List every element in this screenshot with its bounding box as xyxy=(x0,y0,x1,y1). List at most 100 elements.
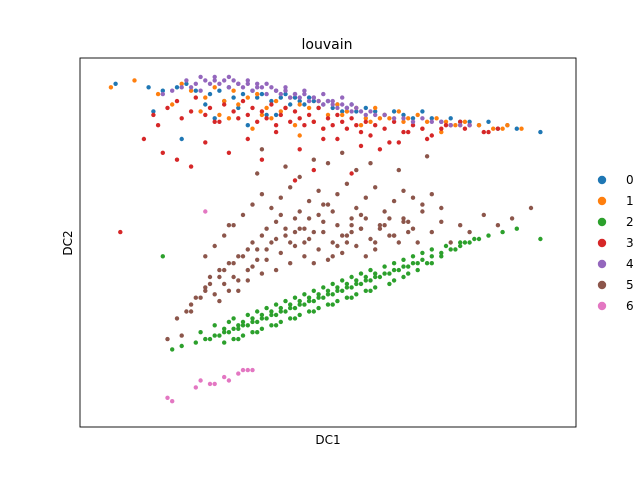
data-point-cluster-5 xyxy=(429,229,434,235)
data-point-cluster-3 xyxy=(358,143,364,149)
data-point-cluster-2 xyxy=(514,226,519,231)
data-point-cluster-0 xyxy=(146,85,151,90)
data-point-cluster-1 xyxy=(292,123,298,128)
data-point-cluster-5 xyxy=(231,274,236,280)
data-point-cluster-3 xyxy=(288,119,293,125)
data-point-cluster-2 xyxy=(278,305,283,311)
data-point-cluster-1 xyxy=(245,95,250,100)
data-point-cluster-2 xyxy=(387,271,392,276)
data-point-cluster-2 xyxy=(340,288,345,293)
data-point-cluster-2 xyxy=(363,274,368,280)
data-point-cluster-6 xyxy=(245,367,250,373)
data-point-cluster-3 xyxy=(141,136,147,142)
data-point-cluster-2 xyxy=(306,295,312,300)
data-point-cluster-2 xyxy=(410,254,416,259)
data-point-cluster-3 xyxy=(486,129,491,135)
data-point-cluster-4 xyxy=(439,119,444,125)
data-point-cluster-4 xyxy=(325,98,331,104)
data-point-cluster-1 xyxy=(203,95,208,100)
data-point-cluster-3 xyxy=(188,109,194,114)
data-point-cluster-2 xyxy=(316,295,321,300)
data-point-cluster-3 xyxy=(250,105,255,111)
data-point-cluster-1 xyxy=(155,91,161,97)
data-point-cluster-3 xyxy=(424,136,430,142)
data-point-cluster-0 xyxy=(113,81,118,87)
data-point-cluster-1 xyxy=(132,78,137,83)
data-point-cluster-4 xyxy=(188,85,194,90)
data-point-cluster-5 xyxy=(415,240,420,245)
legend-label-0: 0 xyxy=(626,173,634,187)
data-point-cluster-2 xyxy=(420,250,425,256)
data-point-cluster-3 xyxy=(160,150,165,155)
data-point-cluster-2 xyxy=(368,267,373,273)
data-point-cluster-3 xyxy=(368,133,373,138)
data-point-cluster-6 xyxy=(203,209,208,214)
data-point-cluster-5 xyxy=(179,333,184,338)
data-point-cluster-3 xyxy=(292,109,298,114)
data-point-cluster-5 xyxy=(302,226,307,231)
data-point-cluster-0 xyxy=(174,85,180,90)
data-point-cluster-0 xyxy=(354,109,359,114)
data-point-cluster-4 xyxy=(316,98,321,104)
data-point-cluster-2 xyxy=(283,309,288,314)
data-point-cluster-0 xyxy=(269,98,274,104)
data-point-cluster-2 xyxy=(325,288,331,293)
data-point-cluster-1 xyxy=(188,88,194,93)
data-point-cluster-2 xyxy=(292,316,298,321)
data-point-cluster-1 xyxy=(363,116,368,121)
data-point-cluster-4 xyxy=(429,119,434,125)
data-point-cluster-4 xyxy=(373,112,378,118)
data-point-cluster-2 xyxy=(391,278,397,283)
data-point-cluster-1 xyxy=(505,123,510,128)
data-point-cluster-5 xyxy=(406,229,411,235)
data-point-cluster-0 xyxy=(264,112,269,118)
data-point-cluster-2 xyxy=(344,295,350,300)
data-point-cluster-5 xyxy=(288,185,293,190)
data-point-cluster-2 xyxy=(273,302,279,307)
data-point-cluster-3 xyxy=(410,123,416,128)
data-point-cluster-2 xyxy=(212,333,217,338)
legend-label-1: 1 xyxy=(626,194,634,208)
data-point-cluster-5 xyxy=(349,216,354,221)
data-point-cluster-5 xyxy=(316,188,321,193)
data-point-cluster-3 xyxy=(297,116,302,121)
data-point-cluster-3 xyxy=(325,116,331,121)
data-point-cluster-3 xyxy=(330,123,335,128)
data-point-cluster-2 xyxy=(250,316,255,321)
data-point-cluster-2 xyxy=(222,330,227,335)
legend-label-4: 4 xyxy=(626,257,634,271)
data-point-cluster-2 xyxy=(335,285,340,290)
data-point-cluster-4 xyxy=(297,95,302,100)
data-point-cluster-1 xyxy=(491,126,496,131)
data-point-cluster-3 xyxy=(118,229,123,235)
data-point-cluster-2 xyxy=(373,271,378,276)
data-point-cluster-5 xyxy=(420,202,425,207)
data-point-cluster-0 xyxy=(448,116,453,121)
data-point-cluster-4 xyxy=(349,102,354,107)
data-point-cluster-4 xyxy=(391,116,397,121)
data-point-cluster-5 xyxy=(203,285,208,290)
data-point-cluster-5 xyxy=(306,236,312,242)
data-point-cluster-2 xyxy=(259,326,265,331)
legend-marker-2 xyxy=(597,217,607,227)
data-point-cluster-0 xyxy=(391,109,397,114)
data-point-cluster-3 xyxy=(245,136,250,142)
data-point-cluster-5 xyxy=(222,281,227,287)
data-point-cluster-2 xyxy=(240,319,246,325)
data-point-cluster-5 xyxy=(325,202,331,207)
data-point-cluster-0 xyxy=(429,116,434,121)
data-point-cluster-3 xyxy=(273,129,279,135)
data-point-cluster-0 xyxy=(330,105,335,111)
data-point-cluster-5 xyxy=(245,247,250,252)
data-point-cluster-0 xyxy=(283,91,288,97)
data-point-cluster-1 xyxy=(401,119,406,125)
data-point-cluster-3 xyxy=(259,157,265,162)
legend-label-2: 2 xyxy=(626,215,634,229)
data-point-cluster-2 xyxy=(236,326,241,331)
legend-label-6: 6 xyxy=(626,299,634,313)
data-point-cluster-5 xyxy=(264,226,269,231)
data-point-cluster-2 xyxy=(401,274,406,280)
data-point-cluster-5 xyxy=(311,229,316,235)
data-point-cluster-5 xyxy=(335,192,340,197)
